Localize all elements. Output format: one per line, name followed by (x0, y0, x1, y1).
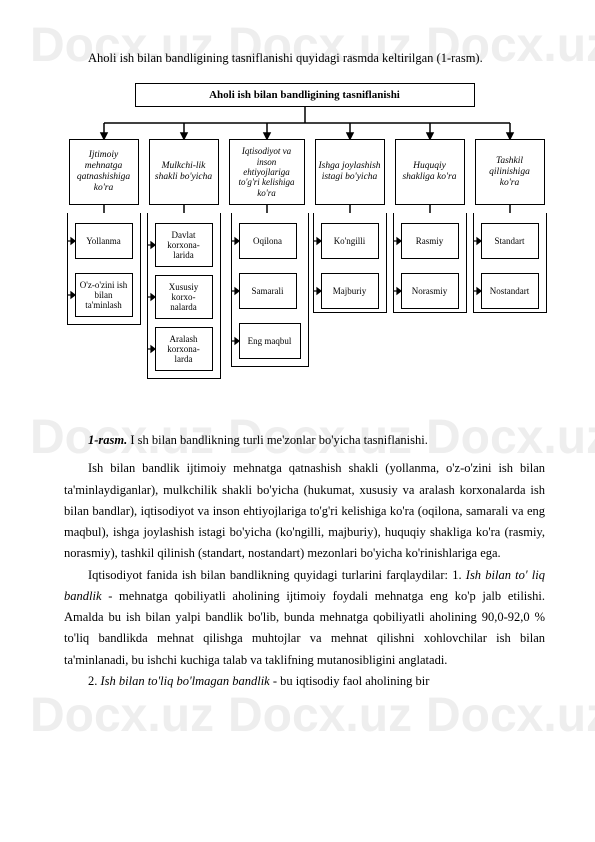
diagram-header: Mulkchi-lik shakli bo'yicha (149, 139, 219, 205)
diagram-header: Tashkil qilinishiga ko'ra (475, 139, 545, 205)
item-post: - bu iqtisodiy faol aholining bir (270, 674, 430, 688)
item-number: 2. (88, 674, 101, 688)
diagram-cell: Davlat korxona-larida (155, 223, 213, 267)
diagram-cell: Ko'ngilli (321, 223, 379, 259)
para2-pre: Iqtisodiyot fanida ish bilan bandlikning… (88, 568, 466, 582)
caption-text: I sh bilan bandlikning turli me'zonlar b… (127, 433, 428, 447)
diagram-header: Ishga joylashish istagi bo'yicha (315, 139, 385, 205)
paragraph-1: Ish bilan bandlik ijtimoiy mehnatga qatn… (64, 458, 545, 564)
diagram-cell: Eng maqbul (239, 323, 301, 359)
intro-paragraph: Aholi ish bilan bandligining tasniflanis… (64, 48, 545, 69)
caption-label: 1-rasm. (88, 433, 127, 447)
diagram-cell: Samarali (239, 273, 297, 309)
page-content: Aholi ish bilan bandligining tasniflanis… (0, 0, 595, 732)
diagram-cell: Norasmiy (401, 273, 459, 309)
classification-diagram: Aholi ish bilan bandligining tasniflanis… (65, 83, 545, 413)
para2-post: - mehnatga qobiliyatli aholining ijtimoi… (64, 589, 545, 667)
item-term: Ish bilan to'liq bo'lmagan bandlik (101, 674, 270, 688)
diagram-cell: Yollanma (75, 223, 133, 259)
diagram-cell: Standart (481, 223, 539, 259)
diagram-cell: Oqilona (239, 223, 297, 259)
diagram-header: Iqtisodiyot va inson ehtiyojlariga to'g'… (229, 139, 305, 205)
list-item-2: 2. Ish bilan to'liq bo'lmagan bandlik - … (64, 671, 545, 692)
diagram-header: Ijtimoiy mehnatga qatnashishiga ko'ra (69, 139, 139, 205)
diagram-cell: O'z-o'zini ish bilan ta'minlash (75, 273, 133, 317)
paragraph-2: Iqtisodiyot fanida ish bilan bandlikning… (64, 565, 545, 671)
diagram-title: Aholi ish bilan bandligining tasniflanis… (135, 83, 475, 107)
diagram-cell: Xususiy korxo-nalarda (155, 275, 213, 319)
diagram-cell: Aralash korxona-larda (155, 327, 213, 371)
diagram-cell: Nostandart (481, 273, 539, 309)
diagram-cell: Rasmiy (401, 223, 459, 259)
diagram-header: Huquqiy shakliga ko'ra (395, 139, 465, 205)
diagram-cell: Majburiy (321, 273, 379, 309)
figure-caption: 1-rasm. I sh bilan bandlikning turli me'… (64, 433, 545, 448)
